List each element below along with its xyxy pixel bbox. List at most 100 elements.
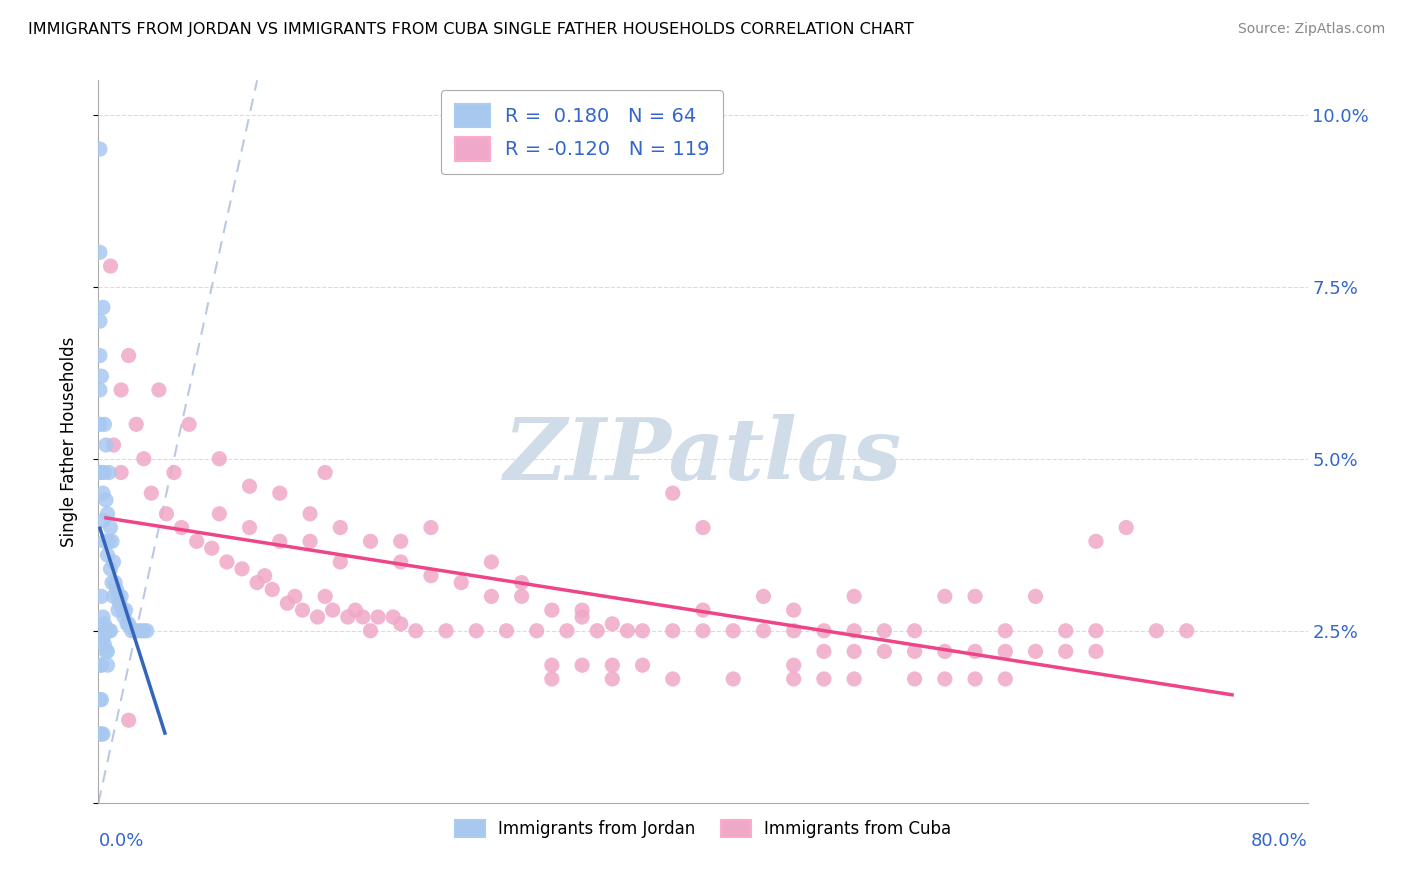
Point <box>526 624 548 638</box>
Point <box>90 727 112 741</box>
Point <box>329 520 352 534</box>
Point <box>813 672 835 686</box>
Point <box>208 451 231 466</box>
Point <box>844 644 866 658</box>
Point <box>179 417 201 432</box>
Point <box>103 555 125 569</box>
Point <box>434 624 457 638</box>
Point <box>1115 520 1137 534</box>
Point <box>118 713 141 727</box>
Point <box>93 466 115 480</box>
Point <box>752 590 775 604</box>
Point <box>253 568 276 582</box>
Point <box>661 672 683 686</box>
Point <box>215 555 238 569</box>
Point <box>783 624 806 638</box>
Point <box>299 507 322 521</box>
Point <box>96 507 118 521</box>
Point <box>692 520 714 534</box>
Point <box>965 644 987 658</box>
Point <box>692 624 714 638</box>
Point <box>510 590 533 604</box>
Point <box>965 590 987 604</box>
Point <box>994 672 1017 686</box>
Point <box>661 486 683 500</box>
Point <box>107 590 129 604</box>
Point <box>94 438 117 452</box>
Point <box>89 142 111 156</box>
Point <box>132 624 155 638</box>
Legend: Immigrants from Jordan, Immigrants from Cuba: Immigrants from Jordan, Immigrants from … <box>449 814 957 845</box>
Point <box>276 596 298 610</box>
Point <box>602 658 624 673</box>
Point <box>163 466 186 480</box>
Point <box>103 438 125 452</box>
Point <box>555 624 578 638</box>
Point <box>1085 534 1108 549</box>
Point <box>307 610 329 624</box>
Text: 0.0%: 0.0% <box>98 831 143 850</box>
Point <box>813 624 835 638</box>
Point <box>132 451 155 466</box>
Point <box>389 534 412 549</box>
Point <box>94 624 117 638</box>
Point <box>100 520 122 534</box>
Point <box>783 658 806 673</box>
Point <box>291 603 314 617</box>
Point <box>481 590 503 604</box>
Point <box>1024 590 1046 604</box>
Point <box>269 534 291 549</box>
Point <box>540 603 562 617</box>
Point <box>100 562 122 576</box>
Point <box>91 486 114 500</box>
Point <box>127 624 149 638</box>
Point <box>571 603 593 617</box>
Point <box>904 624 927 638</box>
Point <box>89 727 111 741</box>
Point <box>571 610 593 624</box>
Point <box>90 369 112 384</box>
Point <box>96 548 118 562</box>
Point <box>262 582 284 597</box>
Point <box>540 658 562 673</box>
Point <box>723 624 745 638</box>
Point <box>112 610 135 624</box>
Point <box>1054 624 1077 638</box>
Point <box>110 590 132 604</box>
Point <box>91 610 114 624</box>
Point <box>98 466 121 480</box>
Point <box>314 590 336 604</box>
Point <box>367 610 389 624</box>
Point <box>89 245 111 260</box>
Point <box>90 466 112 480</box>
Point <box>148 383 170 397</box>
Point <box>965 672 987 686</box>
Point <box>844 590 866 604</box>
Point <box>540 672 562 686</box>
Point <box>571 658 593 673</box>
Point <box>124 624 146 638</box>
Point <box>98 534 121 549</box>
Point <box>186 534 208 549</box>
Point <box>813 644 835 658</box>
Point <box>118 616 141 631</box>
Point <box>844 672 866 686</box>
Point <box>208 507 231 521</box>
Point <box>360 534 382 549</box>
Text: Source: ZipAtlas.com: Source: ZipAtlas.com <box>1237 22 1385 37</box>
Point <box>1085 624 1108 638</box>
Point <box>91 631 114 645</box>
Point <box>329 555 352 569</box>
Point <box>873 644 896 658</box>
Point <box>1144 624 1167 638</box>
Point <box>246 575 269 590</box>
Point <box>752 624 775 638</box>
Point <box>420 568 443 582</box>
Point <box>96 658 118 673</box>
Point <box>111 603 134 617</box>
Point <box>96 624 118 638</box>
Point <box>110 466 132 480</box>
Point <box>103 590 125 604</box>
Point <box>904 644 927 658</box>
Point <box>101 575 124 590</box>
